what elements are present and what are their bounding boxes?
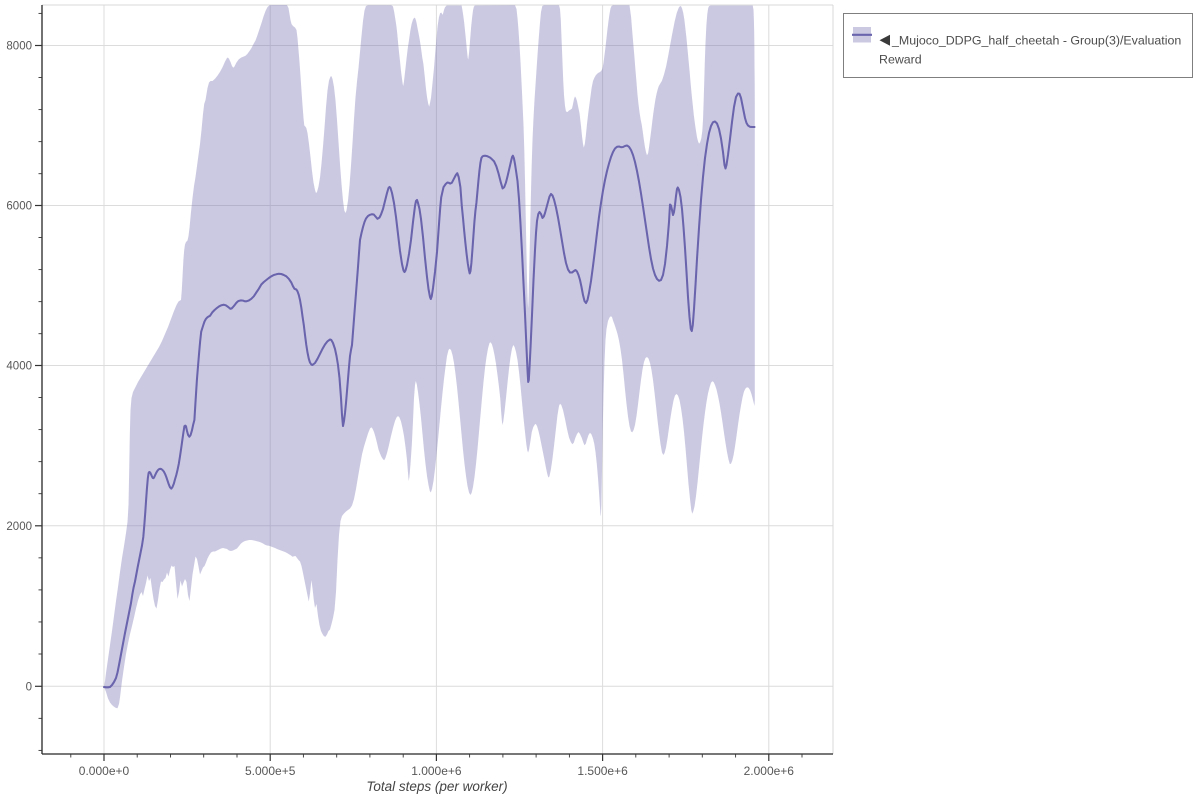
svg-text:1.000e+6: 1.000e+6 [411,764,462,778]
svg-text:5.000e+5: 5.000e+5 [245,764,296,778]
svg-text:8000: 8000 [6,41,32,53]
svg-text:4000: 4000 [6,361,32,373]
svg-text:0.000e+0: 0.000e+0 [79,764,130,778]
svg-text:6000: 6000 [6,201,32,213]
svg-text:_Mujoco_DDPG_half_cheetah - Gr: _Mujoco_DDPG_half_cheetah - Group(3)/Eva… [891,34,1181,48]
svg-text:1.500e+6: 1.500e+6 [577,764,628,778]
svg-text:Reward: Reward [879,53,922,67]
svg-text:2.000e+6: 2.000e+6 [744,764,795,778]
svg-text:Total steps (per worker): Total steps (per worker) [366,779,507,794]
svg-text:2000: 2000 [6,521,32,533]
svg-text:0: 0 [26,681,32,693]
